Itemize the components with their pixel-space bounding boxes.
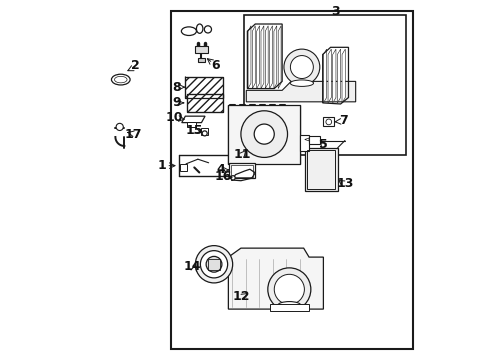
Polygon shape bbox=[278, 26, 281, 89]
Ellipse shape bbox=[196, 24, 203, 33]
Text: 2: 2 bbox=[130, 59, 139, 72]
Circle shape bbox=[274, 274, 304, 305]
Text: 7: 7 bbox=[338, 114, 347, 127]
Circle shape bbox=[325, 119, 331, 125]
Bar bbox=[207, 259, 220, 270]
Text: 14: 14 bbox=[183, 260, 201, 273]
Text: 5: 5 bbox=[318, 138, 327, 150]
Text: 16: 16 bbox=[214, 170, 231, 183]
Polygon shape bbox=[256, 26, 259, 89]
Bar bbox=[323, 117, 333, 126]
Text: 15: 15 bbox=[185, 124, 203, 138]
Circle shape bbox=[284, 49, 319, 85]
Text: 11: 11 bbox=[233, 148, 250, 161]
Ellipse shape bbox=[181, 27, 196, 36]
Polygon shape bbox=[304, 138, 308, 141]
Bar bbox=[201, 128, 207, 135]
Bar bbox=[187, 94, 223, 112]
Text: 13: 13 bbox=[336, 177, 353, 190]
Polygon shape bbox=[182, 116, 204, 123]
Circle shape bbox=[200, 251, 227, 278]
Polygon shape bbox=[261, 26, 264, 89]
Bar bbox=[187, 122, 196, 127]
Bar bbox=[308, 136, 319, 144]
Polygon shape bbox=[327, 49, 330, 103]
Text: 3: 3 bbox=[331, 5, 340, 18]
Text: 10: 10 bbox=[165, 112, 182, 125]
Polygon shape bbox=[246, 81, 355, 102]
Circle shape bbox=[254, 124, 274, 144]
Bar bbox=[228, 105, 300, 164]
Polygon shape bbox=[269, 26, 272, 89]
Polygon shape bbox=[247, 26, 250, 89]
Text: 1: 1 bbox=[157, 159, 166, 172]
Polygon shape bbox=[273, 26, 276, 89]
Ellipse shape bbox=[114, 76, 127, 83]
Polygon shape bbox=[323, 49, 326, 103]
Bar bbox=[305, 148, 337, 191]
Bar bbox=[180, 164, 187, 171]
Text: 17: 17 bbox=[124, 127, 142, 141]
Bar bbox=[231, 165, 253, 177]
Circle shape bbox=[267, 268, 310, 311]
Circle shape bbox=[195, 246, 232, 283]
Polygon shape bbox=[265, 26, 267, 89]
Text: 12: 12 bbox=[232, 290, 249, 303]
Bar bbox=[198, 58, 204, 62]
Bar bbox=[185, 77, 223, 98]
Ellipse shape bbox=[290, 80, 313, 86]
Circle shape bbox=[290, 55, 313, 78]
Circle shape bbox=[206, 256, 222, 272]
Bar bbox=[269, 305, 308, 311]
Polygon shape bbox=[337, 49, 340, 103]
Text: 8: 8 bbox=[172, 81, 180, 94]
Bar bbox=[306, 150, 335, 189]
Circle shape bbox=[230, 176, 235, 180]
Circle shape bbox=[202, 131, 207, 136]
Bar bbox=[185, 77, 223, 98]
Circle shape bbox=[116, 123, 123, 131]
Circle shape bbox=[241, 111, 287, 157]
Text: 9: 9 bbox=[172, 96, 180, 109]
Bar bbox=[171, 12, 412, 348]
Bar bbox=[244, 15, 405, 155]
Ellipse shape bbox=[277, 302, 301, 310]
Bar bbox=[195, 46, 207, 53]
Bar bbox=[300, 135, 308, 151]
Ellipse shape bbox=[111, 74, 130, 85]
Bar bbox=[229, 163, 255, 178]
Polygon shape bbox=[252, 26, 255, 89]
Polygon shape bbox=[332, 49, 335, 103]
Polygon shape bbox=[228, 248, 323, 309]
Bar bbox=[187, 94, 223, 112]
Text: 6: 6 bbox=[211, 59, 220, 72]
Text: 4: 4 bbox=[216, 163, 225, 176]
Circle shape bbox=[204, 26, 211, 33]
Polygon shape bbox=[341, 49, 345, 103]
